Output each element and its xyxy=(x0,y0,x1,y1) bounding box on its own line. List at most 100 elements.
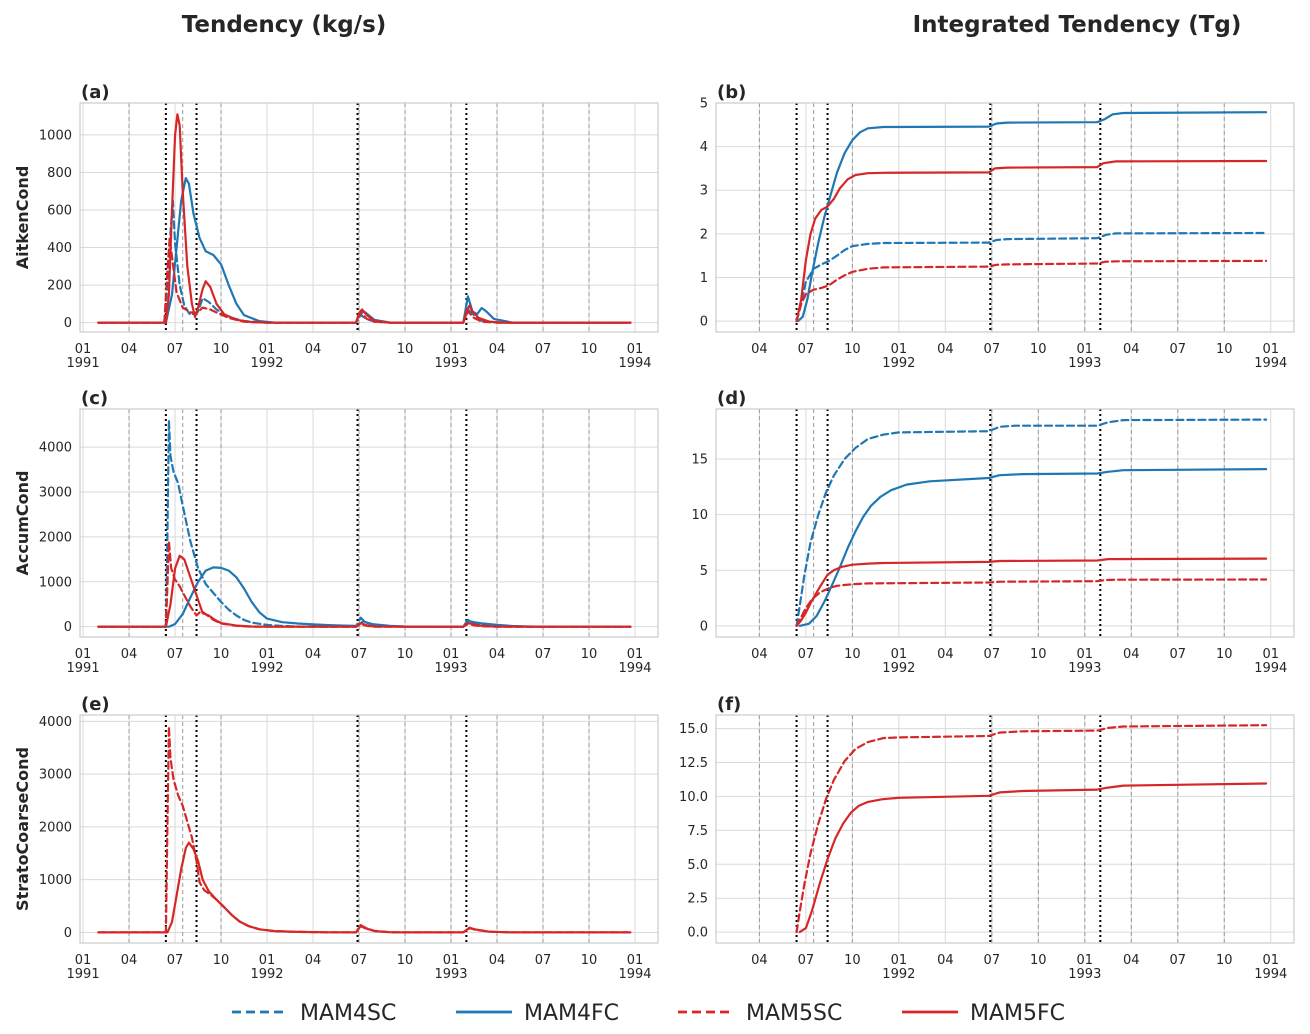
y-tick-label: 5.0 xyxy=(687,858,708,873)
series-mam4sc xyxy=(795,418,1268,627)
y-tick-label: 1000 xyxy=(39,575,72,590)
x-tick-label: 10 xyxy=(213,953,230,968)
y-tick-label: 0 xyxy=(64,620,72,635)
x-tick-label: 07 xyxy=(535,342,552,357)
x-tick-label: 04 xyxy=(937,953,954,968)
y-tick-label: 0 xyxy=(700,619,708,634)
x-tick-label: 07 xyxy=(167,953,184,968)
x-tick-label: 10 xyxy=(844,953,861,968)
x-tick-label: 04 xyxy=(489,342,506,357)
plot-frame xyxy=(79,408,659,638)
y-tick-label: 3000 xyxy=(39,486,72,501)
x-tick-label: 07 xyxy=(167,342,184,357)
y-tick-label: 3000 xyxy=(39,768,72,783)
x-tick-label: 10 xyxy=(213,342,230,357)
x-tick-label: 1994 xyxy=(1254,661,1287,676)
x-tick-label: 07 xyxy=(351,647,368,662)
y-axis-label: AitkenCond xyxy=(13,166,32,270)
x-tick-label: 07 xyxy=(535,647,552,662)
x-tick-label: 01 xyxy=(1262,647,1279,662)
x-tick-label: 1992 xyxy=(250,356,283,371)
x-tick-label: 04 xyxy=(937,647,954,662)
y-tick-label: 0 xyxy=(64,316,72,331)
legend-label-mam4sc: MAM4SC xyxy=(300,1001,396,1026)
y-tick-label: 5 xyxy=(700,97,708,112)
x-tick-label: 1992 xyxy=(250,661,283,676)
x-tick-label: 04 xyxy=(1123,953,1140,968)
y-axis-label: StratoCoarseCond xyxy=(13,747,32,911)
x-tick-label: 01 xyxy=(75,342,92,357)
x-tick-label: 1994 xyxy=(1254,356,1287,371)
x-tick-label: 01 xyxy=(891,342,908,357)
x-tick-label: 04 xyxy=(751,647,768,662)
x-tick-label: 04 xyxy=(751,342,768,357)
x-tick-label: 04 xyxy=(305,342,322,357)
x-tick-label: 10 xyxy=(581,953,598,968)
panel-label: (e) xyxy=(81,694,110,715)
panel-label: (d) xyxy=(717,388,746,409)
x-tick-label: 01 xyxy=(1077,647,1094,662)
legend: MAM4SC MAM4FC MAM5SC MAM5FC xyxy=(232,1001,1065,1026)
y-tick-label: 3 xyxy=(700,184,708,199)
y-tick-label: 4 xyxy=(700,140,708,155)
x-tick-label: 07 xyxy=(351,342,368,357)
x-tick-label: 1993 xyxy=(434,967,467,982)
series-mam4fc xyxy=(798,468,1268,627)
series-mam5sc xyxy=(795,259,1268,323)
legend-label-mam5sc: MAM5SC xyxy=(746,1001,842,1026)
x-tick-label: 04 xyxy=(305,953,322,968)
panel-label: (a) xyxy=(81,82,110,103)
x-tick-label: 10 xyxy=(213,647,230,662)
x-tick-label: 01 xyxy=(259,647,276,662)
x-tick-label: 04 xyxy=(489,647,506,662)
x-tick-label: 1994 xyxy=(1254,967,1287,982)
y-axis-label: AccumCond xyxy=(13,471,32,576)
y-tick-label: 0 xyxy=(700,315,708,330)
series-mam4fc xyxy=(97,177,632,324)
series-mam5fc xyxy=(97,113,632,324)
panel-label: (b) xyxy=(717,82,746,103)
x-tick-label: 04 xyxy=(305,647,322,662)
y-tick-label: 1 xyxy=(700,271,708,286)
y-tick-label: 1000 xyxy=(39,128,72,143)
y-tick-label: 7.5 xyxy=(687,824,708,839)
right-column-title: Integrated Tendency (Tg) xyxy=(913,12,1242,38)
series-mam5sc xyxy=(795,724,1268,934)
y-tick-label: 10.0 xyxy=(679,790,708,805)
x-tick-label: 10 xyxy=(1216,342,1233,357)
y-tick-label: 12.5 xyxy=(679,756,708,771)
x-tick-label: 07 xyxy=(1170,342,1187,357)
x-tick-label: 10 xyxy=(397,953,414,968)
series-mam5fc xyxy=(97,841,632,934)
x-tick-label: 01 xyxy=(1262,953,1279,968)
x-tick-label: 01 xyxy=(1077,342,1094,357)
x-tick-label: 10 xyxy=(397,342,414,357)
x-tick-label: 04 xyxy=(1123,647,1140,662)
y-tick-label: 2.5 xyxy=(687,892,708,907)
x-tick-label: 01 xyxy=(627,342,644,357)
x-tick-label: 04 xyxy=(121,342,138,357)
x-tick-label: 04 xyxy=(1123,342,1140,357)
x-tick-label: 07 xyxy=(1170,953,1187,968)
x-tick-label: 04 xyxy=(489,953,506,968)
x-tick-label: 01 xyxy=(259,342,276,357)
panel-label: (f) xyxy=(717,694,741,715)
series-mam4sc xyxy=(97,199,632,324)
x-tick-label: 1992 xyxy=(882,661,915,676)
y-tick-label: 2 xyxy=(700,227,708,242)
series-mam4sc xyxy=(97,419,632,628)
x-tick-label: 07 xyxy=(167,647,184,662)
y-tick-label: 0.0 xyxy=(687,926,708,941)
y-tick-label: 400 xyxy=(47,241,72,256)
x-tick-label: 10 xyxy=(844,647,861,662)
x-tick-label: 1993 xyxy=(1068,661,1101,676)
legend-label-mam4fc: MAM4FC xyxy=(524,1001,619,1026)
x-tick-label: 01 xyxy=(75,647,92,662)
x-tick-label: 1993 xyxy=(1068,356,1101,371)
series-mam4fc xyxy=(97,566,632,628)
x-tick-label: 1991 xyxy=(67,356,100,371)
legend-label-mam5fc: MAM5FC xyxy=(970,1001,1065,1026)
series-mam5sc xyxy=(795,578,1268,627)
